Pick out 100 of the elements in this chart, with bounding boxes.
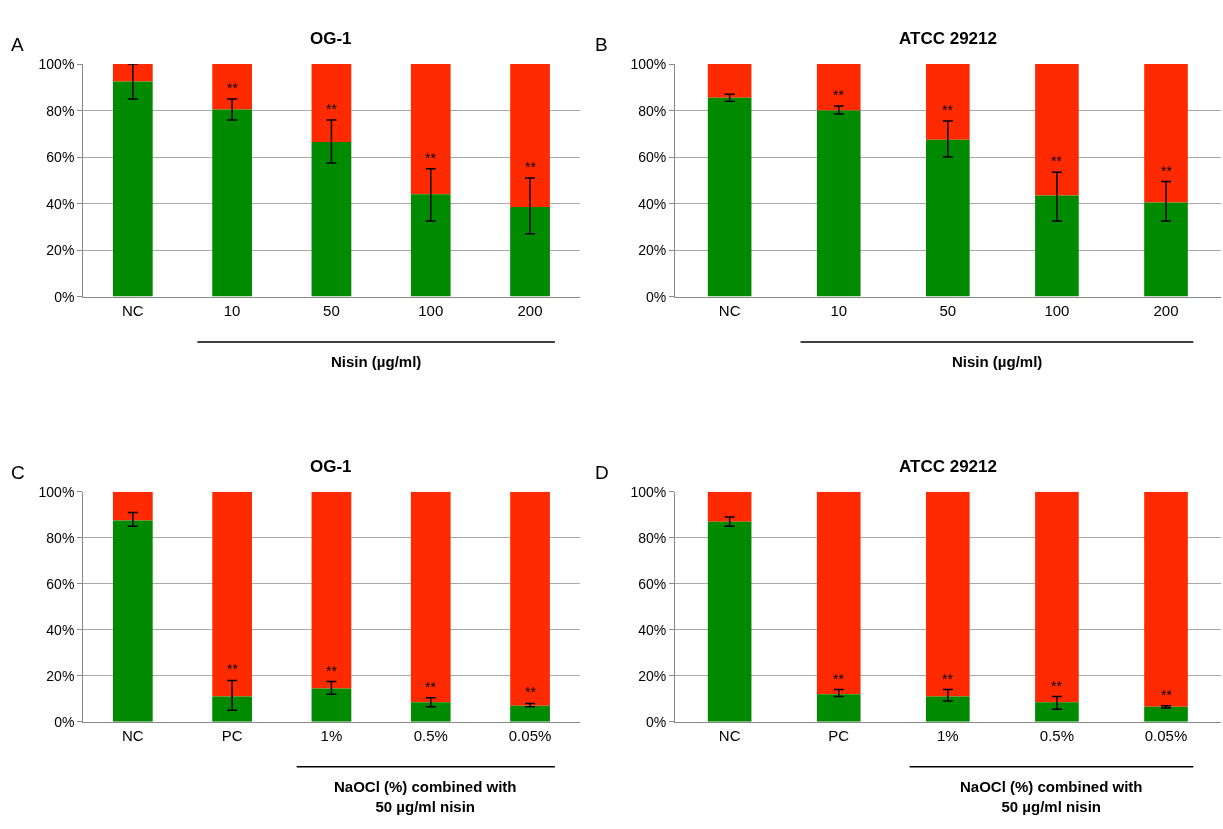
bar	[212, 64, 252, 110]
y-tick-label: 100%	[630, 56, 667, 72]
y-tick-label: 60%	[46, 149, 75, 166]
annotation: **	[525, 684, 537, 700]
text: B	[595, 34, 608, 55]
annotation: **	[1051, 153, 1063, 169]
y-tick-label: 80%	[638, 529, 667, 546]
bar	[926, 696, 970, 722]
y-tick-label: 60%	[46, 575, 75, 592]
bar	[112, 520, 153, 722]
x-tick-label: NC	[718, 301, 741, 319]
x-axis-title: NaOCl (%) combined with 50 µg/ml nisin	[334, 778, 517, 815]
bar	[510, 207, 550, 297]
bar	[410, 64, 451, 195]
bar	[816, 491, 861, 695]
annotation: **	[326, 663, 338, 679]
bar	[410, 491, 451, 703]
bar	[510, 64, 550, 208]
bar	[1144, 202, 1188, 297]
bar	[112, 491, 153, 521]
x-tick-label: NC	[121, 726, 144, 744]
bar	[410, 194, 451, 297]
annotation: **	[425, 679, 437, 695]
bar	[212, 109, 252, 297]
x-tick-label: PC	[828, 726, 850, 744]
bar	[707, 64, 752, 98]
annotation: **	[227, 661, 239, 677]
bar	[1035, 195, 1079, 297]
x-tick-label: PC	[221, 726, 243, 744]
x-axis-title: Nisin (µg/ml)	[331, 353, 422, 370]
bar	[926, 139, 970, 297]
y-tick-label: 20%	[46, 667, 75, 684]
annotation: **	[942, 671, 954, 687]
y-tick-label: 40%	[638, 621, 667, 638]
y-tick-label: 80%	[638, 102, 667, 119]
y-tick-label: 0%	[646, 713, 667, 730]
bar	[510, 705, 550, 722]
bar	[510, 491, 550, 706]
chart-title: ATCC 29212	[899, 457, 997, 476]
bar	[212, 696, 252, 722]
y-tick-label: 0%	[646, 288, 667, 305]
x-tick-label: 1%	[936, 726, 959, 744]
y-tick-label: 20%	[638, 242, 667, 259]
y-tick-label: 60%	[638, 149, 667, 166]
annotation: **	[227, 80, 239, 96]
x-tick-label: 10	[830, 301, 848, 319]
chart-title: OG-1	[310, 29, 352, 48]
y-tick-label: 20%	[638, 667, 667, 684]
annotation: **	[525, 159, 537, 175]
x-tick-label: 200	[517, 301, 543, 319]
bar	[1144, 706, 1188, 722]
x-tick-label: 50	[939, 301, 957, 319]
bar	[112, 81, 153, 297]
bar	[707, 97, 752, 297]
bar	[212, 491, 252, 697]
annotation: **	[1161, 687, 1173, 703]
y-tick-label: 20%	[46, 242, 75, 259]
annotation: **	[833, 87, 845, 103]
bar	[1144, 491, 1188, 707]
chart-title: OG-1	[310, 457, 352, 476]
y-tick-label: 0%	[54, 713, 75, 730]
x-tick-label: 0.05%	[508, 726, 552, 744]
bar	[311, 491, 352, 689]
bar	[1035, 491, 1079, 703]
y-tick-label: 40%	[46, 621, 75, 638]
text: A	[11, 34, 24, 55]
bar	[410, 702, 451, 722]
bar	[816, 64, 861, 111]
x-tick-label: 100	[418, 301, 444, 319]
bar	[311, 141, 352, 297]
x-axis-title: Nisin (µg/ml)	[952, 353, 1043, 370]
annotation: **	[942, 102, 954, 118]
bar	[311, 64, 352, 142]
y-tick-label: 40%	[46, 195, 75, 212]
annotation: **	[1161, 163, 1173, 179]
y-tick-label: 100%	[630, 483, 667, 500]
x-axis-title: NaOCl (%) combined with 50 µg/ml nisin	[960, 778, 1143, 815]
bar	[112, 64, 153, 82]
annotation: **	[425, 150, 437, 166]
y-tick-label: 60%	[638, 575, 667, 592]
bar	[926, 491, 970, 697]
bar	[311, 688, 352, 722]
y-tick-label: 0%	[54, 288, 75, 305]
y-tick-label: 40%	[638, 195, 667, 212]
x-tick-label: 0.5%	[1039, 726, 1075, 744]
annotation: **	[833, 671, 845, 687]
text: C	[11, 462, 25, 483]
x-tick-label: 200	[1153, 301, 1179, 319]
y-tick-label: 100%	[38, 56, 75, 72]
bar	[1144, 64, 1188, 203]
bar	[707, 491, 752, 522]
annotation: **	[1051, 678, 1063, 694]
bar	[707, 521, 752, 722]
y-tick-label: 80%	[46, 102, 75, 119]
x-tick-label: 0.05%	[1144, 726, 1188, 744]
x-tick-label: 100	[1044, 301, 1070, 319]
bar	[1035, 702, 1079, 722]
annotation: **	[326, 101, 338, 117]
bar	[926, 64, 970, 140]
x-tick-label: 10	[223, 301, 241, 319]
